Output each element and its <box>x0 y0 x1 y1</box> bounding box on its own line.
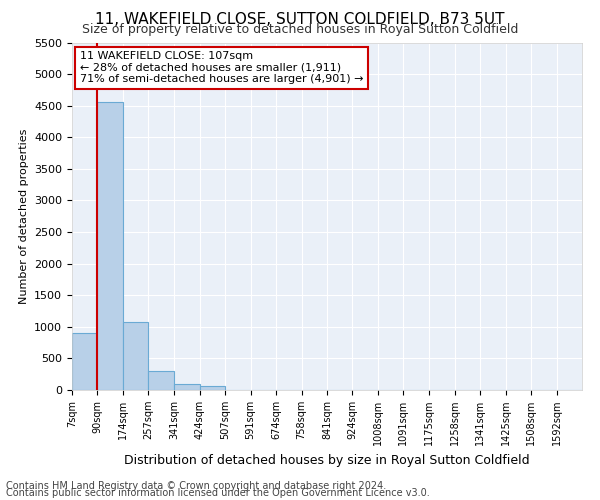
Bar <box>174 384 199 390</box>
Text: Contains public sector information licensed under the Open Government Licence v3: Contains public sector information licen… <box>6 488 430 498</box>
Bar <box>123 322 148 390</box>
Text: Contains HM Land Registry data © Crown copyright and database right 2024.: Contains HM Land Registry data © Crown c… <box>6 481 386 491</box>
Bar <box>97 102 123 390</box>
Bar <box>199 386 225 390</box>
Bar <box>72 333 97 390</box>
Bar <box>148 371 174 390</box>
Text: 11 WAKEFIELD CLOSE: 107sqm
← 28% of detached houses are smaller (1,911)
71% of s: 11 WAKEFIELD CLOSE: 107sqm ← 28% of deta… <box>80 51 363 84</box>
X-axis label: Distribution of detached houses by size in Royal Sutton Coldfield: Distribution of detached houses by size … <box>124 454 530 466</box>
Y-axis label: Number of detached properties: Number of detached properties <box>19 128 29 304</box>
Text: Size of property relative to detached houses in Royal Sutton Coldfield: Size of property relative to detached ho… <box>82 22 518 36</box>
Text: 11, WAKEFIELD CLOSE, SUTTON COLDFIELD, B73 5UT: 11, WAKEFIELD CLOSE, SUTTON COLDFIELD, B… <box>95 12 505 28</box>
